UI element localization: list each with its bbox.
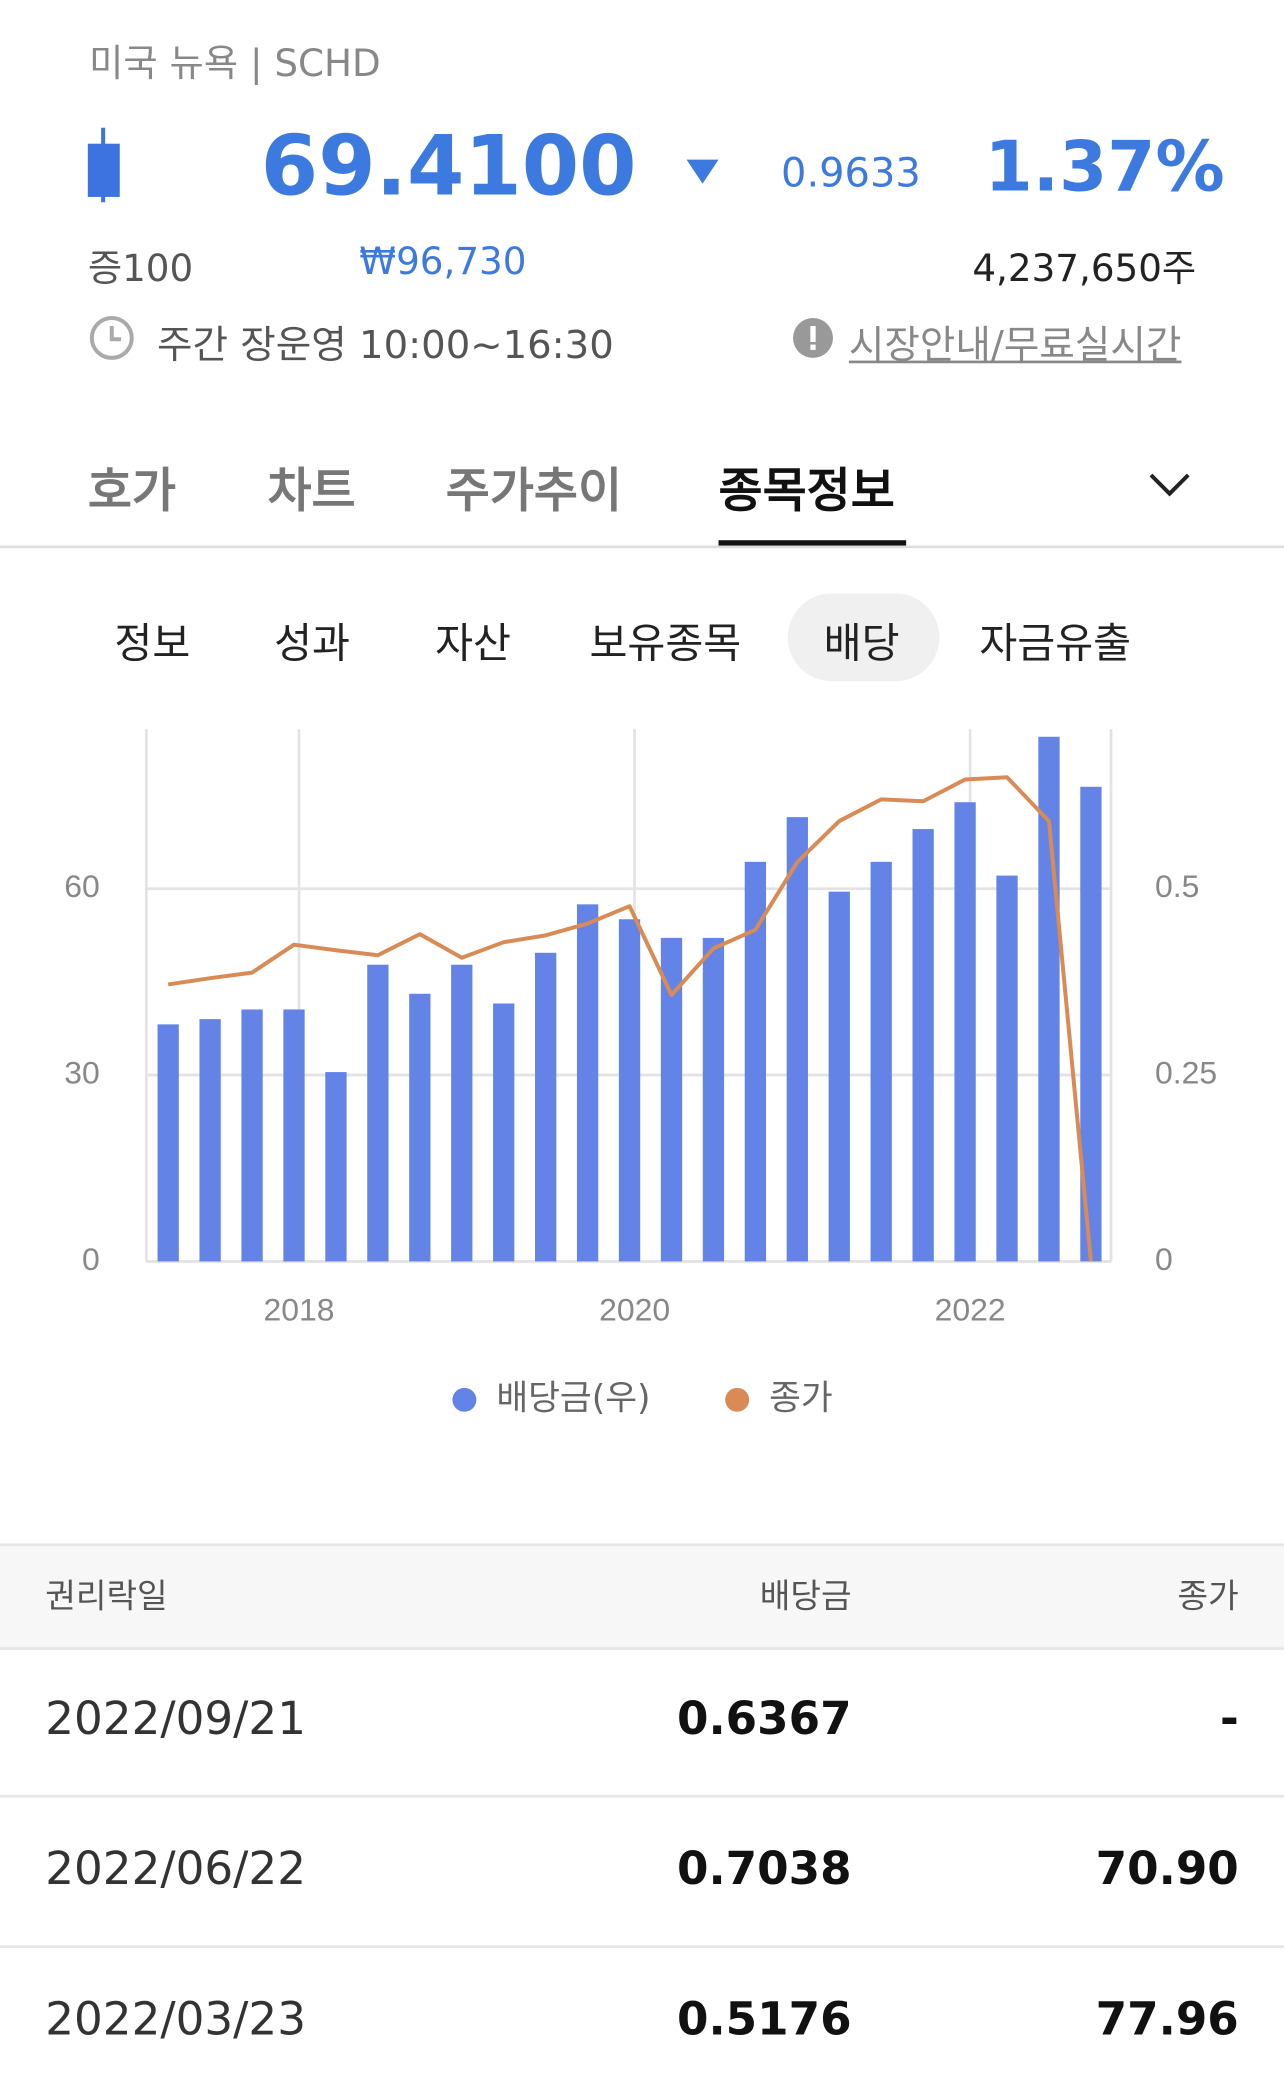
bar: [744, 861, 767, 1262]
bar: [1080, 786, 1102, 1262]
volume: 4,237,650주: [972, 246, 1197, 291]
info-icon: [793, 318, 833, 358]
table-header: [0, 1543, 1284, 1650]
bar: [325, 1072, 347, 1262]
bar: [870, 861, 892, 1262]
expand-icon[interactable]: [1147, 468, 1192, 500]
bar: [157, 1024, 179, 1262]
x-tick-label: 2022: [935, 1291, 1006, 1327]
bar: [660, 937, 683, 1262]
date-cell: 2022/03/23: [45, 1993, 306, 2047]
bar: [912, 829, 934, 1262]
bar: [702, 937, 725, 1262]
bar: [996, 875, 1018, 1262]
bar: [199, 1019, 221, 1262]
tab-selected[interactable]: 종목정보: [718, 464, 895, 519]
bar: [954, 802, 976, 1262]
bar: [493, 1003, 515, 1262]
chart: 0 30 60 0 0.25 0.5 2018 2020 2022 배당금(우) 종가: [64, 729, 1217, 1418]
y-tick-label: 0: [82, 1241, 100, 1277]
legend-label: 종가: [769, 1378, 833, 1418]
y-tick-label: 30: [64, 1055, 100, 1091]
divider: [0, 545, 1284, 549]
y2-tick-label: 0.25: [1155, 1054, 1217, 1090]
y2-tick-label: 0: [1155, 1241, 1173, 1277]
krw-price: ₩96,730: [359, 239, 527, 284]
change-pct: 1.37%: [984, 127, 1225, 208]
subtab[interactable]: 성과: [274, 620, 351, 668]
bar: [786, 817, 808, 1262]
dividend-cell: 0.7038: [677, 1842, 852, 1897]
column-header: 종가: [1177, 1576, 1239, 1616]
bar: [367, 964, 389, 1262]
close-cell: -: [1219, 1692, 1239, 1746]
x-tick-label: 2020: [599, 1291, 670, 1327]
down-arrow: [686, 159, 719, 184]
bar: [451, 964, 473, 1262]
candle-wick: [101, 127, 106, 203]
bar: [618, 919, 641, 1262]
legend-marker: [725, 1387, 750, 1412]
bar: [283, 1009, 305, 1262]
bar: [828, 891, 850, 1262]
clock-icon: [89, 316, 134, 360]
bar: [576, 904, 599, 1262]
y-tick-label: 60: [64, 868, 100, 904]
market: 미국 뉴욕 | SCHD: [89, 41, 381, 86]
bar: [241, 1009, 263, 1262]
line: [167, 775, 1093, 1262]
date-cell: 2022/09/21: [45, 1692, 306, 1746]
legend-marker: [452, 1387, 477, 1412]
bar: [409, 993, 431, 1262]
dividend-cell: 0.6367: [677, 1692, 852, 1746]
price: 69.4100: [260, 117, 637, 215]
y2-tick-label: 0.5: [1155, 868, 1199, 904]
tab-underline: [718, 540, 907, 547]
subtab[interactable]: 자산: [435, 620, 512, 668]
date-cell: 2022/06/22: [45, 1842, 306, 1897]
row-divider: [0, 1945, 1284, 1948]
close-cell: 77.96: [1095, 1993, 1239, 2047]
subtab-pill: [787, 593, 940, 682]
subtab-selected[interactable]: 배당: [823, 620, 900, 668]
bar: [535, 952, 557, 1262]
row-divider: [0, 1794, 1284, 1798]
tab[interactable]: 차트: [267, 464, 356, 519]
change: 0.9633: [781, 150, 921, 197]
tab[interactable]: 호가: [87, 464, 176, 519]
close-cell: 70.90: [1095, 1842, 1239, 1897]
subtab[interactable]: 보유종목: [589, 620, 742, 668]
x-tick-label: 2018: [264, 1291, 335, 1327]
column-header: 권리락일: [45, 1576, 168, 1616]
subtab[interactable]: 자금유출: [979, 620, 1132, 668]
market-info-link[interactable]: 시장안내/무료실시간: [848, 322, 1182, 368]
legend-label: 배당금(우): [496, 1378, 650, 1418]
tab[interactable]: 주가추이: [445, 464, 623, 519]
dividend-cell: 0.5176: [677, 1993, 852, 2047]
subtab[interactable]: 정보: [114, 620, 191, 668]
column-header: 배당금: [759, 1576, 852, 1616]
hours: 주간 장운영 10:00~16:30: [157, 322, 614, 368]
margin: 증100: [87, 246, 194, 291]
